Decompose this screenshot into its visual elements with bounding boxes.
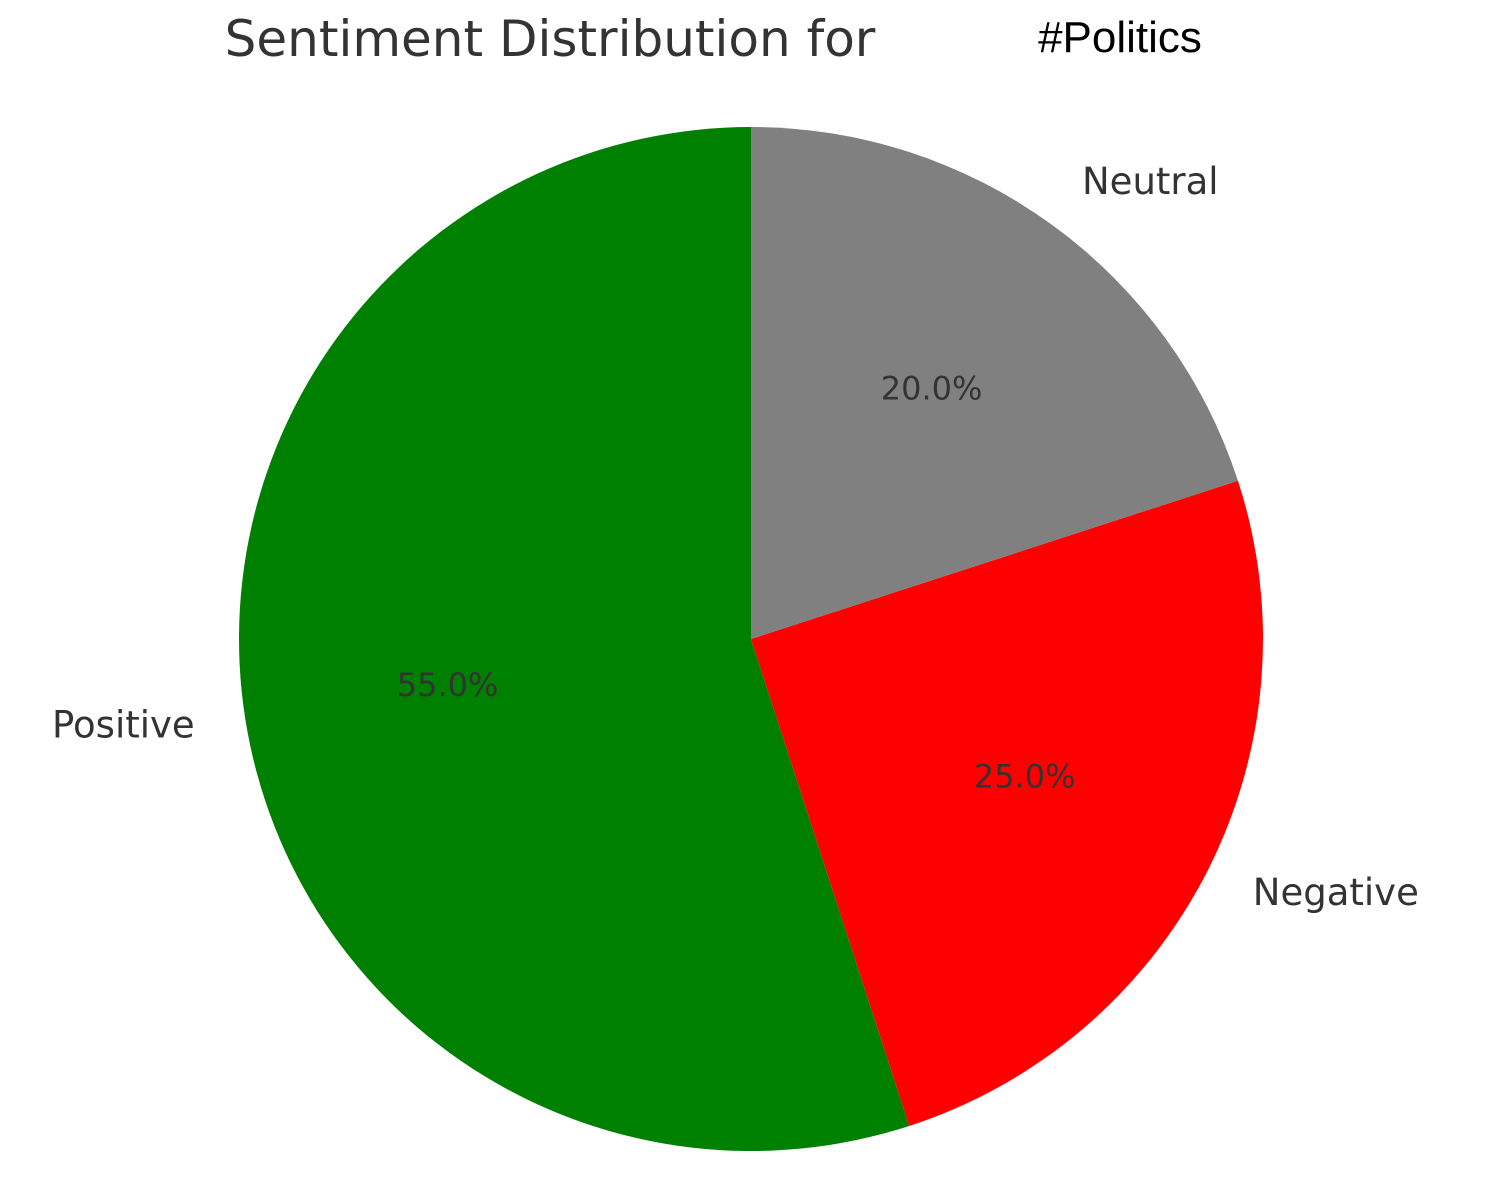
slice-label-neutral: Neutral	[1082, 160, 1219, 203]
slice-label-positive: Positive	[52, 704, 195, 747]
pie-slice-negative	[751, 480, 1264, 1126]
slice-percent-neutral: 20.0%	[881, 370, 983, 408]
chart-title-hashtag: #Politics	[1038, 13, 1202, 62]
pie-slices	[239, 127, 1264, 1151]
pie-slice-neutral	[751, 127, 1238, 639]
chart-title: Sentiment Distribution for	[225, 10, 876, 68]
pie-labels: Positive 55.0% Negative 25.0% Neutral 20.0%	[52, 160, 1419, 914]
slice-percent-positive: 55.0%	[397, 666, 499, 704]
slice-label-negative: Negative	[1253, 871, 1419, 914]
slice-percent-negative: 25.0%	[974, 758, 1076, 796]
pie-slice-positive	[239, 127, 910, 1151]
